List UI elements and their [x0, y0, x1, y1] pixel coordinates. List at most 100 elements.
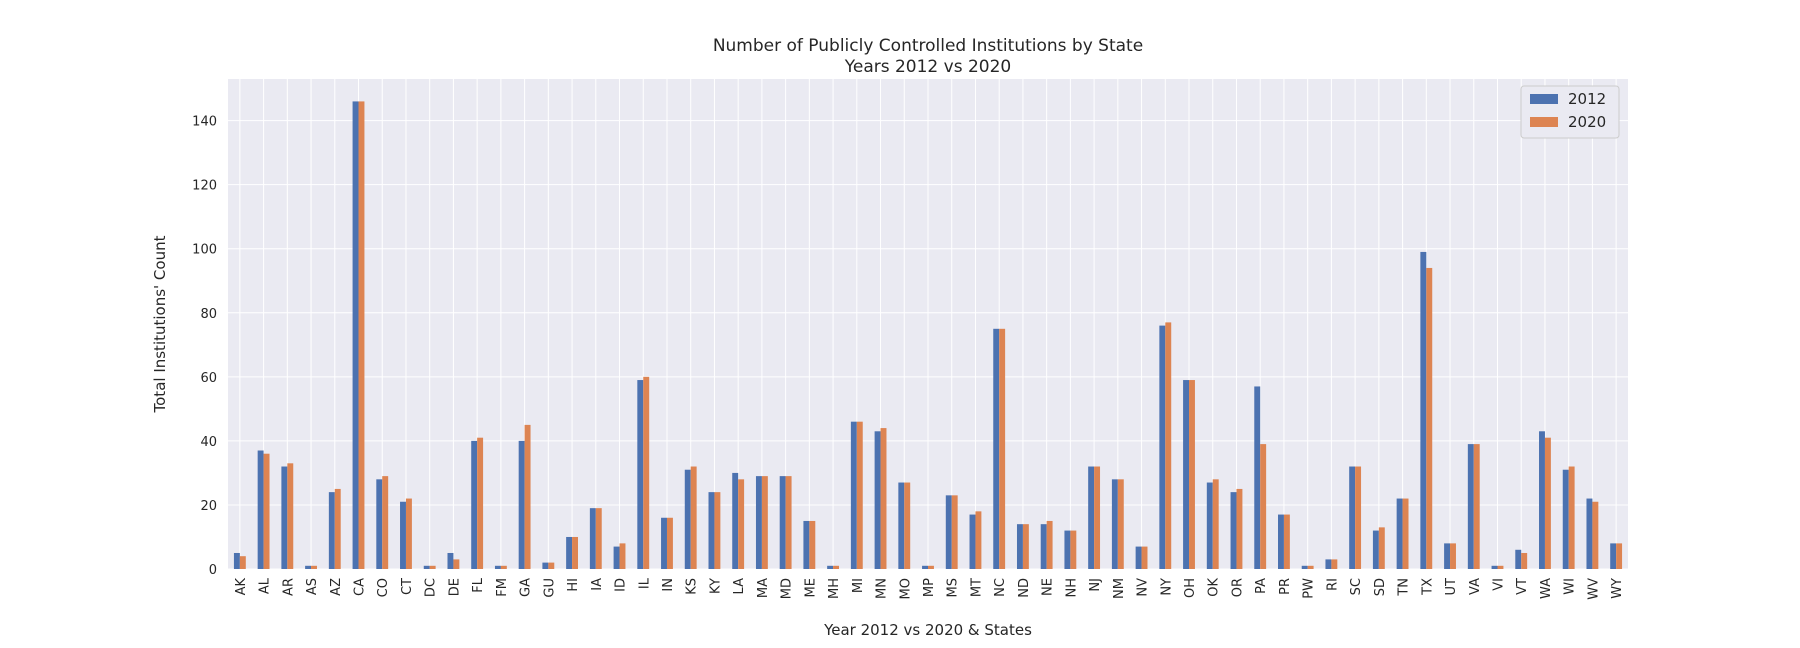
bar-2020-PR — [1283, 514, 1290, 569]
bar-2020-VT — [1521, 552, 1528, 569]
y-tick-label: 0 — [209, 563, 217, 578]
bar-2012-MN — [874, 431, 881, 569]
bar-2012-WI — [1562, 469, 1569, 569]
bar-2012-MI — [850, 421, 857, 569]
bar-2012-OR — [1230, 492, 1237, 569]
x-tick-label: AK — [234, 578, 249, 596]
x-tick-label: PR — [1278, 578, 1293, 595]
bar-2020-AK — [239, 556, 246, 569]
legend: 2012 2020 — [1520, 85, 1620, 139]
bar-2020-IL — [643, 376, 650, 569]
legend-swatch-2012 — [1530, 94, 1558, 104]
bar-2020-NC — [999, 328, 1006, 569]
bar-2020-KS — [690, 466, 697, 569]
bar-2012-IL — [637, 380, 644, 569]
x-tick-label: AR — [281, 578, 296, 596]
legend-label-2020: 2020 — [1568, 113, 1606, 131]
bar-2012-MO — [898, 482, 905, 569]
bar-2012-LA — [732, 472, 739, 569]
chart-title: Number of Publicly Controlled Institutio… — [713, 36, 1143, 56]
bar-2020-NM — [1117, 479, 1124, 569]
bar-2020-CA — [358, 101, 365, 569]
bar-2012-VT — [1515, 549, 1522, 569]
y-tick-label: 140 — [192, 115, 217, 130]
x-tick-label: MH — [827, 578, 842, 599]
bar-2012-IA — [589, 508, 596, 569]
bar-2012-DE — [447, 552, 454, 569]
bar-2020-OK — [1212, 479, 1219, 569]
bar-2012-HI — [566, 536, 573, 569]
bar-2012-VI — [1491, 565, 1498, 569]
x-tick-label: WY — [1610, 578, 1625, 599]
x-tick-label: DC — [424, 578, 439, 597]
bar-2012-DC — [423, 565, 430, 569]
bar-2012-CT — [400, 501, 406, 569]
x-tick-label: DE — [447, 578, 462, 596]
bar-2012-CO — [376, 479, 383, 569]
bar-2012-MT — [969, 514, 976, 569]
bar-2020-CT — [405, 498, 412, 569]
x-tick-label: MI — [851, 578, 866, 593]
x-tick-label: OR — [1230, 578, 1245, 597]
bar-2012-TN — [1396, 498, 1403, 569]
x-tick-label: CT — [400, 578, 415, 595]
bar-2020-NY — [1165, 322, 1172, 569]
bar-2020-NH — [1070, 530, 1077, 569]
bar-2012-MP — [922, 565, 928, 569]
y-tick-label: 80 — [200, 307, 217, 322]
bar-2012-MA — [755, 476, 762, 569]
bar-2020-WV — [1592, 501, 1599, 569]
bar-2020-DE — [453, 559, 460, 569]
chart-subtitle: Years 2012 vs 2020 — [844, 57, 1012, 77]
bar-2012-TX — [1420, 251, 1427, 570]
bar-2012-ID — [613, 546, 620, 569]
bar-2020-NE — [1046, 520, 1053, 569]
bar-2020-AR — [287, 463, 294, 569]
bar-2020-AL — [263, 453, 270, 569]
bar-2012-MH — [827, 565, 834, 569]
y-tick-label: 40 — [200, 435, 217, 450]
bar-2020-MS — [951, 495, 958, 569]
bar-2012-GA — [518, 440, 525, 569]
x-tick-label: KS — [685, 578, 700, 595]
x-tick-label: OK — [1207, 578, 1222, 597]
x-tick-label: MO — [898, 578, 913, 599]
bar-2012-AR — [281, 466, 288, 569]
x-tick-label: MA — [756, 578, 771, 598]
bar-2012-OH — [1183, 380, 1190, 569]
x-tick-label: MT — [969, 578, 984, 597]
bar-2012-NV — [1135, 546, 1142, 569]
bar-2020-VI — [1497, 565, 1504, 569]
bar-2012-WV — [1586, 498, 1593, 569]
bar-2020-GA — [524, 424, 531, 569]
bar-2012-NE — [1040, 524, 1047, 569]
bar-2020-LA — [738, 479, 745, 569]
bar-2020-PA — [1260, 444, 1267, 569]
x-axis-label: Year 2012 vs 2020 & States — [823, 621, 1032, 639]
x-tick-label: AL — [258, 577, 273, 594]
x-tick-label: SC — [1349, 578, 1364, 595]
x-tick-label: SD — [1373, 578, 1388, 596]
bar-2020-DC — [429, 565, 436, 569]
bar-2020-TX — [1426, 267, 1433, 569]
bar-2012-FM — [494, 565, 501, 569]
x-tick-label: PW — [1302, 578, 1317, 599]
bar-2012-UT — [1444, 543, 1451, 569]
bar-2012-NM — [1111, 479, 1118, 569]
bar-2020-AS — [311, 565, 317, 569]
bar-2012-KY — [708, 492, 715, 569]
bar-2012-AK — [233, 552, 240, 569]
bar-2012-KS — [684, 469, 691, 569]
x-tick-label: MP — [922, 578, 937, 597]
bar-2020-IA — [595, 508, 602, 569]
x-tick-label: NH — [1064, 578, 1079, 598]
x-tick-label: NM — [1112, 578, 1127, 599]
bar-2020-MP — [928, 565, 934, 569]
bar-2012-NH — [1064, 530, 1071, 569]
bar-2020-MO — [904, 482, 911, 569]
x-tick-label: KY — [708, 578, 723, 594]
x-tick-label: VI — [1491, 578, 1506, 591]
bar-2020-WI — [1568, 466, 1575, 569]
bar-2012-GU — [542, 562, 549, 569]
bar-2020-IN — [666, 517, 673, 569]
